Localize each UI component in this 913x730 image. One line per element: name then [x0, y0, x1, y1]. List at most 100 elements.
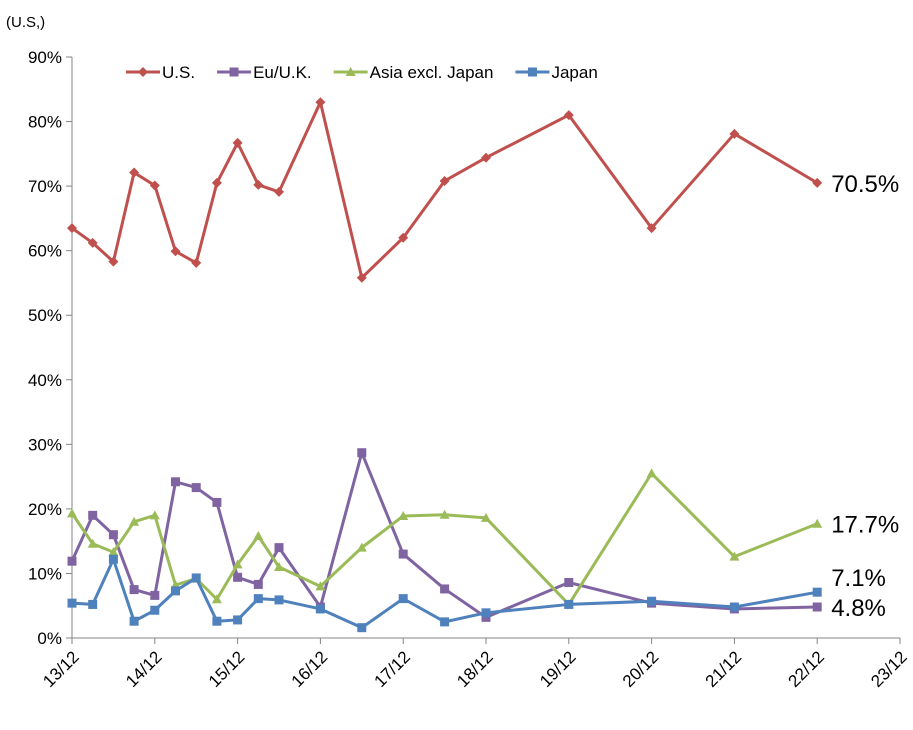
y-tick-label: 20%: [28, 500, 62, 519]
value-label: 70.5%: [831, 171, 899, 198]
marker: [171, 477, 180, 487]
marker: [229, 67, 239, 77]
marker: [149, 510, 160, 520]
marker: [212, 497, 222, 507]
x-tick-label: 19/12: [536, 647, 580, 691]
value-label: 17.7%: [831, 512, 899, 539]
legend-label: U.S.: [162, 63, 195, 82]
marker: [87, 538, 98, 548]
marker: [398, 510, 409, 520]
marker: [440, 584, 450, 594]
marker: [233, 572, 243, 582]
marker: [564, 599, 574, 609]
marker: [87, 237, 98, 248]
x-tick-label: 23/12: [867, 647, 911, 691]
marker: [812, 177, 823, 188]
marker: [315, 604, 325, 614]
marker: [129, 585, 139, 595]
marker: [129, 516, 140, 526]
marker: [67, 508, 77, 518]
marker: [398, 594, 408, 604]
marker: [253, 594, 263, 604]
y-axis-label: (U.S,): [6, 14, 45, 31]
marker: [253, 531, 264, 541]
marker: [212, 616, 222, 626]
marker: [129, 616, 139, 626]
marker: [274, 543, 284, 553]
marker: [253, 579, 263, 589]
marker: [564, 577, 574, 587]
x-tick-label: 16/12: [288, 647, 332, 691]
marker: [563, 110, 574, 121]
marker: [191, 257, 202, 268]
value-label: 4.8%: [831, 595, 886, 622]
marker: [274, 561, 284, 571]
marker: [398, 549, 408, 559]
marker: [357, 623, 367, 633]
y-tick-label: 90%: [28, 48, 62, 67]
marker: [67, 556, 77, 566]
marker: [729, 551, 740, 561]
marker: [108, 547, 119, 557]
y-tick-label: 10%: [28, 564, 62, 583]
y-tick-label: 80%: [28, 113, 62, 132]
marker: [729, 128, 740, 139]
x-tick-label: 21/12: [702, 647, 746, 691]
x-tick-label: 17/12: [371, 647, 415, 691]
marker: [481, 512, 491, 522]
marker: [527, 67, 537, 77]
value-label: 7.1%: [831, 565, 886, 592]
marker: [439, 175, 450, 186]
marker: [315, 581, 326, 591]
marker: [150, 605, 160, 615]
x-tick-label: 13/12: [39, 647, 83, 691]
marker: [481, 608, 491, 618]
x-tick-label: 15/12: [205, 647, 249, 691]
marker: [232, 559, 243, 569]
marker: [253, 179, 264, 190]
marker: [647, 596, 657, 606]
marker: [129, 167, 140, 178]
marker: [345, 67, 356, 76]
marker: [481, 152, 491, 163]
marker: [211, 594, 222, 604]
marker: [398, 232, 409, 243]
x-tick-label: 20/12: [619, 647, 663, 691]
marker: [812, 518, 823, 528]
marker: [108, 554, 118, 564]
y-tick-label: 40%: [28, 371, 62, 390]
x-tick-label: 22/12: [785, 647, 829, 691]
legend-label: Japan: [551, 63, 597, 82]
legend-label: Eu/U.K.: [253, 63, 312, 82]
marker: [150, 590, 160, 600]
y-tick-label: 30%: [28, 435, 62, 454]
marker: [812, 587, 822, 597]
marker: [138, 67, 148, 77]
marker: [812, 602, 822, 612]
marker: [274, 186, 284, 197]
marker: [356, 272, 367, 283]
marker: [481, 612, 491, 622]
marker: [440, 617, 450, 627]
marker: [67, 223, 77, 234]
marker: [67, 598, 77, 608]
y-tick-label: 70%: [28, 177, 62, 196]
marker: [729, 602, 739, 612]
marker: [357, 448, 367, 458]
y-tick-label: 60%: [28, 242, 62, 261]
x-tick-label: 14/12: [122, 647, 166, 691]
marker: [439, 509, 450, 519]
marker: [170, 246, 181, 257]
marker: [88, 599, 98, 609]
marker: [191, 483, 201, 493]
marker: [315, 97, 326, 108]
marker: [356, 542, 367, 552]
marker: [108, 530, 118, 540]
series-line: [71, 100, 818, 280]
legend-label: Asia excl. Japan: [370, 63, 494, 82]
marker: [211, 177, 222, 188]
marker: [191, 573, 201, 583]
marker: [646, 468, 657, 478]
marker: [171, 586, 180, 596]
